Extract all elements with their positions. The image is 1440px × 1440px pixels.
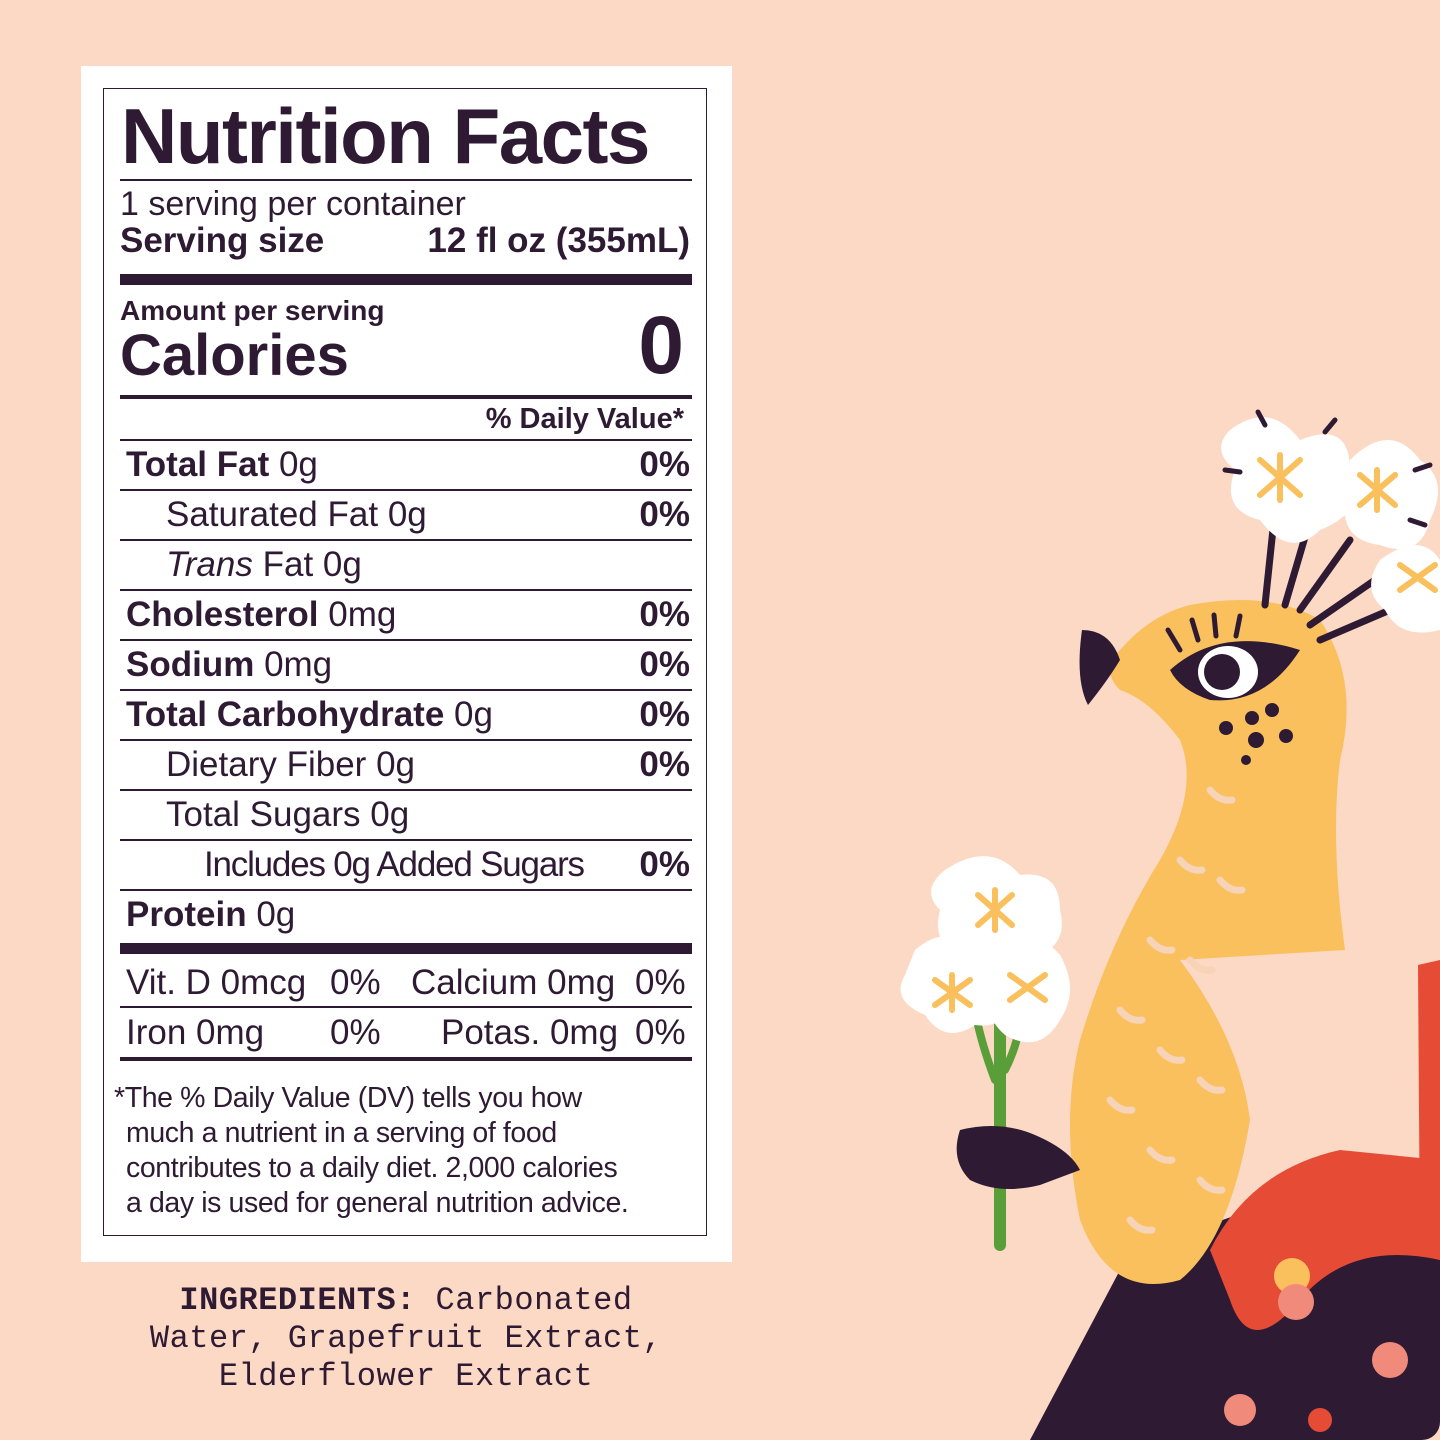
divider — [120, 889, 692, 891]
potassium-dv: 0% — [635, 1013, 686, 1052]
nutrient-row-added-sugars: Includes 0g Added Sugars 0% — [120, 841, 692, 891]
nutrition-facts-title: Nutrition Facts — [121, 92, 650, 180]
divider — [120, 789, 692, 791]
nutrient-name: Sodium 0mg — [126, 645, 333, 684]
divider — [120, 589, 692, 591]
nutrient-name: Total Fat 0g — [126, 445, 318, 484]
nutrient-dv: 0% — [639, 495, 690, 534]
divider — [120, 689, 692, 691]
nutrient-row-protein: Protein 0g — [120, 891, 692, 941]
iron: Iron 0mg — [126, 1013, 265, 1052]
head-flowers — [1221, 409, 1440, 633]
nutrient-row-total-carbohydrate: Total Carbohydrate 0g 0% — [120, 691, 692, 741]
eyelashes — [1165, 612, 1243, 653]
eye-pupil — [1204, 654, 1240, 690]
divider — [120, 1006, 692, 1008]
divider — [120, 439, 692, 441]
calcium: Calcium 0mg — [411, 963, 616, 1002]
nutrient-name: Total Sugars 0g — [166, 795, 410, 834]
nutrient-name: Cholesterol 0mg — [126, 595, 397, 634]
nutrition-label-card: Nutrition Facts 1 serving per container … — [81, 66, 732, 1262]
servings-per-container: 1 serving per container — [120, 185, 466, 223]
serving-size: Serving size 12 fl oz (355mL) — [120, 223, 692, 258]
nutrient-name: Saturated Fat 0g — [166, 495, 427, 534]
divider — [120, 839, 692, 841]
nutrient-row-saturated-fat: Saturated Fat 0g 0% — [120, 491, 692, 541]
daily-value-header: % Daily Value* — [485, 403, 684, 435]
nutrient-dv: 0% — [639, 645, 690, 684]
ingredients-line: Elderflower Extract — [218, 1358, 594, 1395]
calcium-dv: 0% — [635, 963, 686, 1002]
serving-size-value: 12 fl oz (355mL) — [427, 221, 690, 260]
footnote-line: contributes to a daily diet. 2,000 calor… — [126, 1152, 618, 1184]
nutrient-dv: 0% — [639, 595, 690, 634]
nutrient-row-cholesterol: Cholesterol 0mg 0% — [120, 591, 692, 641]
divider — [120, 739, 692, 741]
divider — [120, 539, 692, 541]
nutrient-name: Includes 0g Added Sugars — [204, 845, 585, 884]
nutrient-name: Dietary Fiber 0g — [166, 745, 415, 784]
calories-label: Calories — [120, 323, 349, 388]
bird-body-shape — [1070, 600, 1347, 1284]
divider — [120, 489, 692, 491]
ingredients-line: Carbonated — [435, 1282, 633, 1319]
amount-per-serving: Amount per serving — [120, 295, 385, 326]
nutrient-name: Trans Fat 0g — [166, 545, 362, 584]
footnote-line: a day is used for general nutrition advi… — [126, 1187, 629, 1219]
ingredients-heading: INGREDIENTS: — [179, 1282, 416, 1319]
nutrient-dv: 0% — [639, 445, 690, 484]
nutrient-dv: 0% — [639, 695, 690, 734]
medium-divider — [120, 1057, 692, 1061]
bird-illustration — [900, 409, 1440, 1440]
footnote-line: much a nutrient in a serving of food — [126, 1117, 557, 1149]
iron-dv: 0% — [330, 1013, 381, 1052]
red-collar-shape — [1210, 1150, 1440, 1330]
dark-leg-shape — [1030, 1270, 1170, 1440]
nutrient-name: Total Carbohydrate 0g — [126, 695, 493, 734]
nutrient-dv: 0% — [639, 845, 690, 884]
potassium: Potas. 0mg — [441, 1013, 619, 1052]
nutrient-dv: 0% — [639, 745, 690, 784]
beak-shape — [1079, 630, 1120, 705]
nutrition-facts-label: Nutrition Facts 1 serving per container … — [103, 88, 707, 1236]
hand-bouquet — [900, 856, 1080, 1251]
nutrient-row-sodium: Sodium 0mg 0% — [120, 641, 692, 691]
nutrient-row-total-fat: Total Fat 0g 0% — [120, 441, 692, 491]
ingredients-list: INGREDIENTS: Carbonated Water, Grapefrui… — [80, 1282, 732, 1396]
red-wing-shape — [1418, 960, 1440, 1260]
feather-marks — [1106, 786, 1246, 1234]
nutrient-row-total-sugars: Total Sugars 0g — [120, 791, 692, 841]
vitamin-d-dv: 0% — [330, 963, 381, 1002]
calories-value: 0 — [638, 300, 684, 391]
thick-divider — [120, 274, 692, 285]
nutrient-name: Protein 0g — [126, 895, 296, 934]
cheek-dots — [1219, 703, 1293, 765]
medium-divider — [120, 395, 692, 399]
footnote-line: *The % Daily Value (DV) tells you how — [114, 1082, 582, 1114]
dress-dots — [1224, 1258, 1408, 1432]
ingredients-line: Water, Grapefruit Extract, — [149, 1320, 663, 1357]
divider — [120, 179, 692, 181]
daily-value-footnote: *The % Daily Value (DV) tells you how mu… — [114, 1081, 694, 1221]
serving-size-label: Serving size — [120, 221, 325, 260]
thick-divider — [120, 943, 692, 954]
nutrient-row-trans-fat: Trans Fat 0g — [120, 541, 692, 591]
vitamin-d: Vit. D 0mcg — [126, 963, 307, 1002]
nutrient-row-dietary-fiber: Dietary Fiber 0g 0% — [120, 741, 692, 791]
divider — [120, 639, 692, 641]
